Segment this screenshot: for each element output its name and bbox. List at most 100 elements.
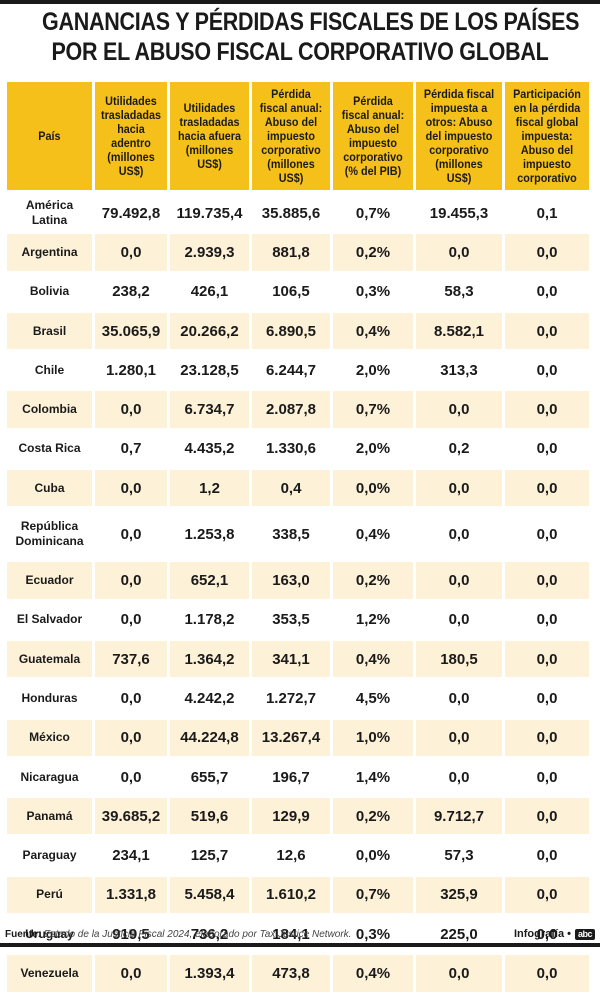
value-cell: 129,9 bbox=[252, 798, 330, 835]
value-cell: 0,0 bbox=[95, 562, 167, 599]
table-row: Paraguay 234,1 125,7 12,6 0,0% 57,3 0,0 bbox=[7, 837, 595, 873]
value-cell: 8.582,1 bbox=[416, 312, 502, 350]
value-cell: 0,0 bbox=[95, 234, 167, 271]
value-cell: 2.939,3 bbox=[170, 234, 249, 271]
source-note: Fuente: Estado de la Justicia Fiscal 202… bbox=[5, 929, 351, 940]
value-cell: 1.331,8 bbox=[95, 876, 167, 914]
value-cell: 0,0 bbox=[448, 525, 470, 543]
country-cell: México bbox=[7, 719, 92, 756]
value-cell: 0,0 bbox=[448, 768, 470, 786]
value-cell: 0,7% bbox=[333, 391, 413, 428]
value-cell: 1.364,2 bbox=[170, 640, 249, 678]
country-cell: Panamá bbox=[7, 798, 92, 835]
value-cell: 0,3% bbox=[355, 283, 391, 301]
value-cell: 0,0% bbox=[355, 847, 391, 865]
country-cell: Honduras bbox=[21, 690, 78, 705]
value-cell: 0,2% bbox=[333, 798, 413, 835]
credit-text: Infografía • bbox=[513, 928, 571, 940]
value-cell: 4,5% bbox=[355, 689, 391, 707]
value-cell: 0,0 bbox=[416, 562, 502, 599]
value-cell: 19.455,3 bbox=[429, 204, 489, 222]
value-cell: 0,7% bbox=[333, 876, 413, 914]
value-cell: 35.885,6 bbox=[261, 204, 321, 222]
column-header: País bbox=[7, 82, 92, 190]
table-row: El Salvador 0,0 1.178,2 353,5 1,2% 0,0 0,0 bbox=[7, 602, 595, 638]
page-title: GANANCIAS Y PÉRDIDAS FISCALES DE LOS PAÍ… bbox=[42, 7, 580, 67]
country-cell: Cuba bbox=[7, 470, 92, 507]
value-cell: 919,5 bbox=[112, 925, 150, 943]
column-header: Pérdida fiscal impuesta a otros: Abuso d… bbox=[416, 82, 502, 190]
value-cell: 1,0% bbox=[333, 719, 413, 756]
column-header: Pérdida fiscal anual: Abuso del impuesto… bbox=[252, 82, 330, 190]
value-cell: 0,0 bbox=[95, 719, 167, 756]
value-cell: 0,0 bbox=[505, 234, 589, 271]
table-row: Panamá 39.685,2 519,6 129,9 0,2% 9.712,7 0,0 bbox=[7, 798, 595, 835]
table-row: Ecuador 0,0 652,1 163,0 0,2% 0,0 0,0 bbox=[7, 562, 595, 599]
value-cell: 0,0 bbox=[536, 925, 558, 943]
country-cell: Nicaragua bbox=[20, 769, 79, 784]
value-cell: 0,0 bbox=[120, 611, 142, 629]
value-cell: 0,0% bbox=[333, 470, 413, 507]
value-cell: 0,0 bbox=[416, 234, 502, 271]
value-cell: 0,4% bbox=[333, 640, 413, 678]
value-cell: 196,7 bbox=[272, 768, 310, 786]
table-header: País Utilidades trasladadas hacia adentr… bbox=[7, 82, 595, 190]
country-cell: Bolivia bbox=[29, 284, 70, 299]
table-row: Colombia 0,0 6.734,7 2.087,8 0,7% 0,0 0,0 bbox=[7, 391, 595, 428]
country-cell: Chile bbox=[34, 362, 65, 377]
table-row: Perú 1.331,8 5.458,4 1.610,2 0,7% 325,9 0,0 bbox=[7, 876, 595, 914]
table-row: Brasil 35.065,9 20.266,2 6.890,5 0,4% 8.582,1… bbox=[7, 312, 595, 350]
value-cell: 58,3 bbox=[444, 283, 474, 301]
value-cell: 0,3% bbox=[355, 925, 391, 943]
table-row: Nicaragua 0,0 655,7 196,7 1,4% 0,0 0,0 bbox=[7, 759, 595, 795]
value-cell: 0,0 bbox=[505, 391, 589, 428]
value-cell: 0,0 bbox=[120, 525, 142, 543]
country-cell: El Salvador bbox=[16, 612, 83, 627]
value-cell: 6.734,7 bbox=[170, 391, 249, 428]
value-cell: 1.610,2 bbox=[252, 876, 330, 914]
value-cell: 234,1 bbox=[112, 847, 150, 865]
value-cell: 1,2% bbox=[355, 611, 391, 629]
value-cell: 0,0 bbox=[536, 847, 558, 865]
table-row: Chile 1.280,1 23.128,5 6.244,7 2,0% 313,3 0,0 bbox=[7, 352, 595, 388]
value-cell: 1,2 bbox=[170, 470, 249, 507]
value-cell: 5.458,4 bbox=[170, 876, 249, 914]
value-cell: 341,1 bbox=[252, 640, 330, 678]
value-cell: 0,0 bbox=[505, 312, 589, 350]
value-cell: 0,2% bbox=[333, 562, 413, 599]
value-cell: 1.178,2 bbox=[184, 611, 235, 629]
value-cell: 0,0 bbox=[120, 689, 142, 707]
country-cell: Uruguay bbox=[25, 926, 74, 941]
value-cell: 0,0 bbox=[120, 768, 142, 786]
table-row: Honduras 0,0 4.242,2 1.272,7 4,5% 0,0 0,0 bbox=[7, 680, 595, 716]
value-cell: 0,0 bbox=[536, 440, 558, 458]
table-body: América Latina 79.492,8 119.735,4 35.885,6 0… bbox=[7, 195, 595, 992]
value-cell: 652,1 bbox=[170, 562, 249, 599]
value-cell: 0,2 bbox=[448, 440, 470, 458]
value-cell: 0,4% bbox=[355, 525, 391, 543]
value-cell: 1.393,4 bbox=[170, 955, 249, 992]
column-header: Utilidades trasladadas hacia adentro (mi… bbox=[95, 82, 167, 190]
value-cell: 2,0% bbox=[355, 440, 391, 458]
value-cell: 0,4% bbox=[333, 955, 413, 992]
value-cell: 184,1 bbox=[272, 925, 310, 943]
data-table: País Utilidades trasladadas hacia adentr… bbox=[7, 82, 595, 992]
value-cell: 6.890,5 bbox=[252, 312, 330, 350]
value-cell: 0,0 bbox=[416, 391, 502, 428]
value-cell: 180,5 bbox=[416, 640, 502, 678]
value-cell: 225,0 bbox=[440, 925, 478, 943]
value-cell: 0,0 bbox=[95, 391, 167, 428]
value-cell: 0,0 bbox=[448, 611, 470, 629]
value-cell: 9.712,7 bbox=[416, 798, 502, 835]
abc-logo-icon: abc bbox=[574, 928, 595, 940]
value-cell: 881,8 bbox=[252, 234, 330, 271]
value-cell: 1.280,1 bbox=[105, 361, 157, 379]
value-cell: 313,3 bbox=[440, 361, 478, 379]
country-cell: Argentina bbox=[7, 234, 92, 271]
table-row: Guatemala 737,6 1.364,2 341,1 0,4% 180,5 0,0 bbox=[7, 640, 595, 678]
value-cell: 0,0 bbox=[536, 768, 558, 786]
value-cell: 0,2% bbox=[333, 234, 413, 271]
country-cell: Brasil bbox=[7, 312, 92, 350]
value-cell: 473,8 bbox=[252, 955, 330, 992]
value-cell: 0,7% bbox=[355, 204, 391, 222]
